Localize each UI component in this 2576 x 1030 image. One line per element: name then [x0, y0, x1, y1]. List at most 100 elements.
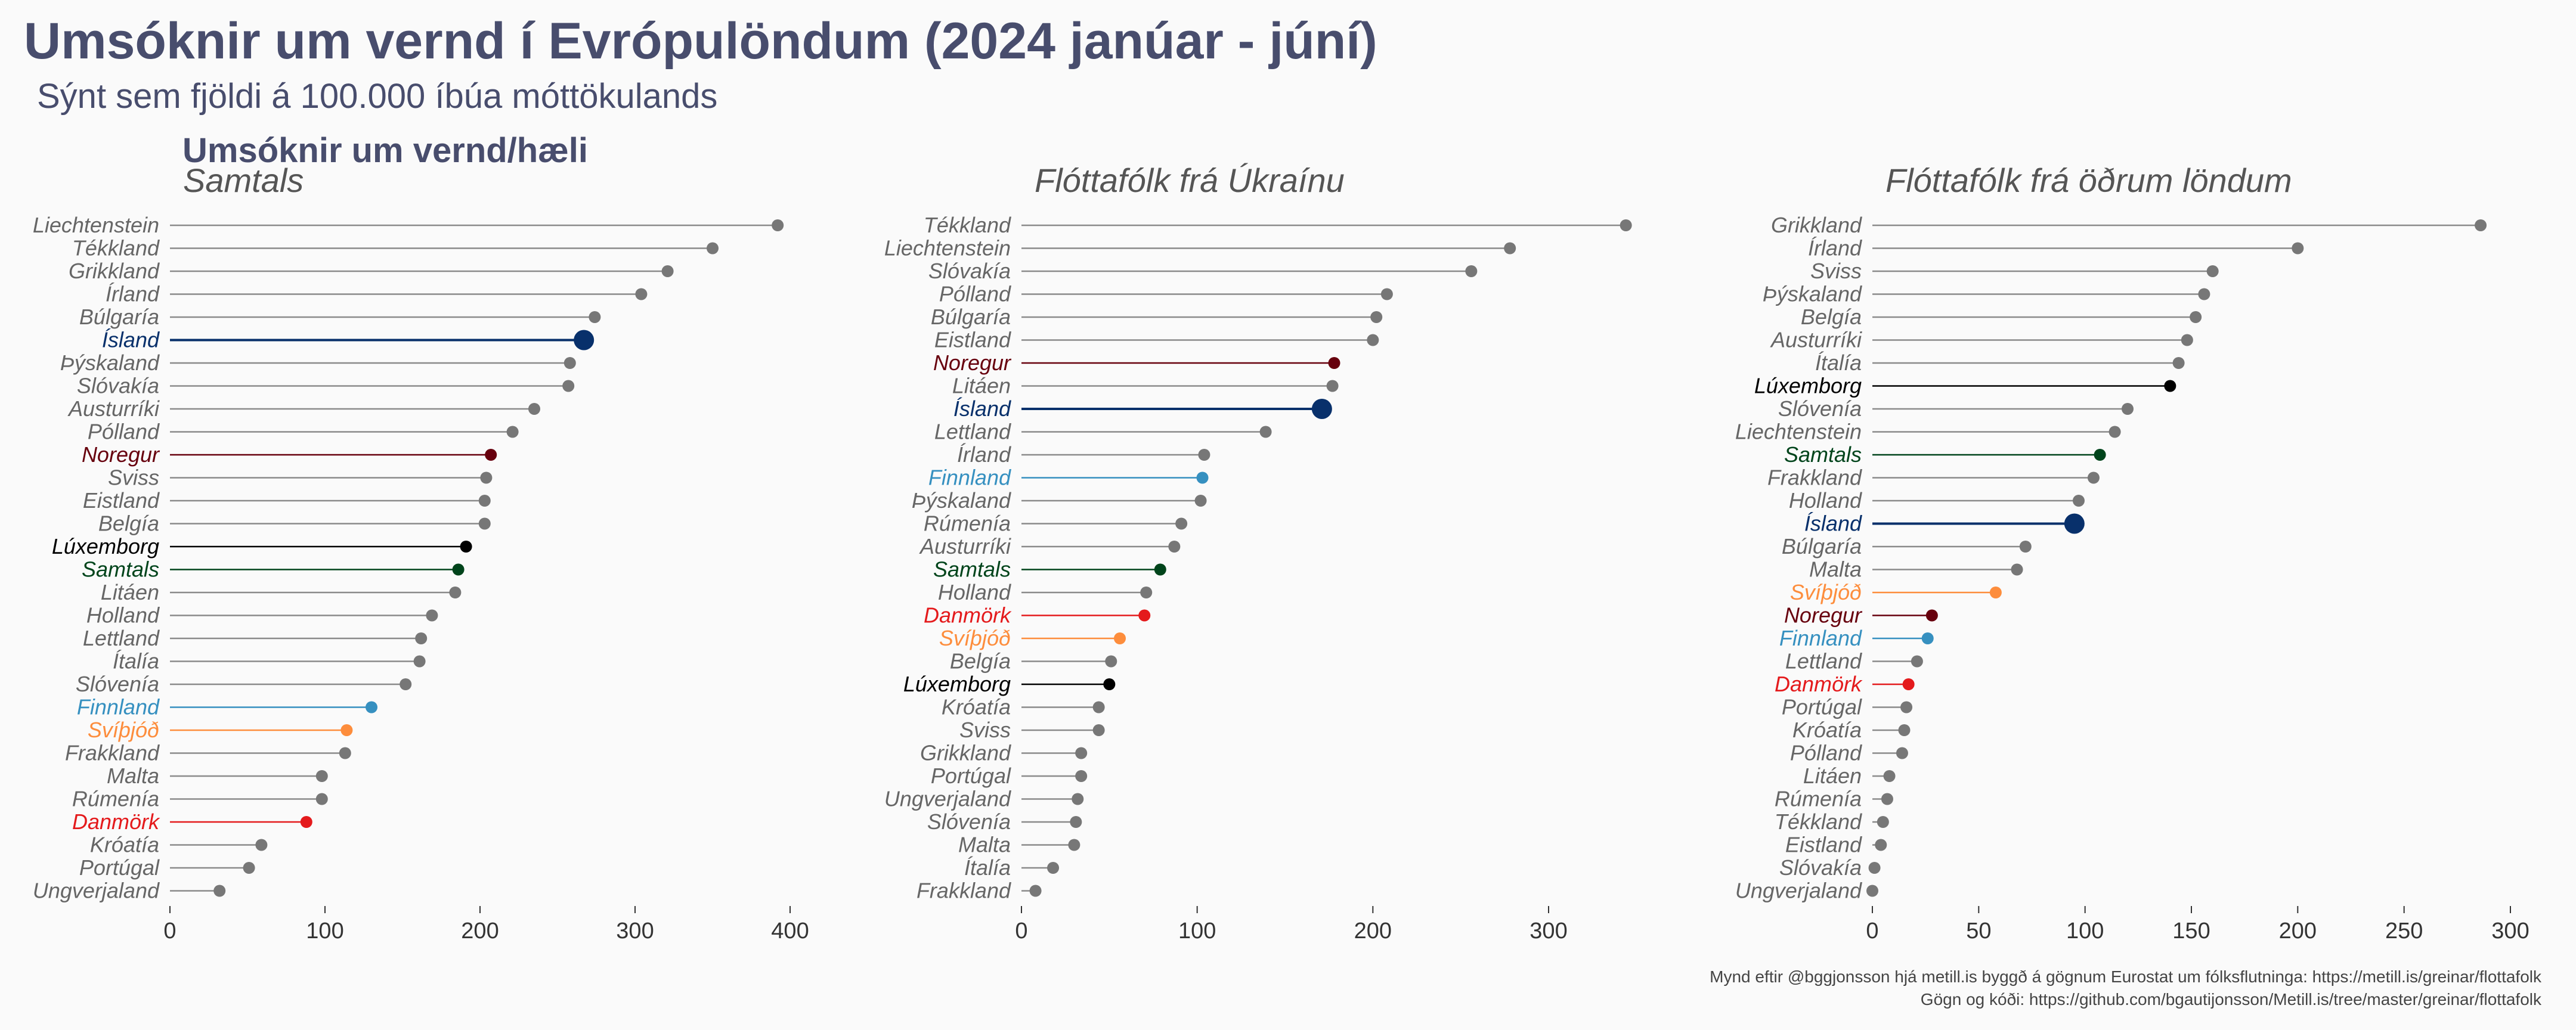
category-label: Búlgaría [1782, 534, 1862, 559]
category-label: Slóvakía [77, 374, 159, 398]
lollipop-point [506, 426, 519, 438]
lollipop-point [1620, 219, 1632, 231]
category-label: Rúmenía [72, 787, 159, 811]
category-label: Sviss [1810, 259, 1862, 283]
category-label: Slóvenía [1778, 396, 1862, 421]
lollipop-point [562, 380, 575, 392]
lollipop-point [1196, 471, 1209, 484]
category-label: Slóvakía [1779, 855, 1862, 880]
x-tick-label: 300 [616, 919, 654, 944]
category-label: Þýskaland [1763, 282, 1862, 306]
lollipop-point [255, 839, 268, 851]
lollipop-point [2190, 311, 2202, 323]
category-label: Grikkland [920, 741, 1011, 765]
lollipop-point [339, 747, 351, 759]
x-tick-label: 100 [1178, 919, 1216, 944]
category-label: Portúgal [79, 855, 160, 880]
lollipop-point [1154, 563, 1166, 576]
lollipop-point [2094, 449, 2106, 461]
lollipop-point [1194, 495, 1207, 507]
category-label: Ísland [1804, 511, 1862, 536]
lollipop-point [2064, 513, 2085, 534]
lollipop-point [1168, 541, 1181, 553]
category-label: Portúgal [1782, 695, 1862, 719]
lollipop-point [1900, 701, 1913, 713]
lollipop-point [1883, 770, 1896, 782]
lollipop-point [1921, 632, 1934, 644]
category-label: Ítalía [964, 855, 1011, 880]
category-label: Svíþjóð [939, 626, 1011, 650]
category-label: Rúmenía [1775, 787, 1862, 811]
lollipop-point [1092, 701, 1105, 713]
lollipop-point [574, 330, 595, 350]
category-label: Slóvenía [76, 672, 159, 696]
category-label: Portúgal [931, 764, 1011, 788]
lollipop-point [1881, 793, 1893, 805]
category-label: Ísland [102, 328, 160, 352]
lollipop-point [589, 311, 601, 323]
category-label: Sviss [108, 466, 159, 490]
lollipop-point [1877, 816, 1889, 828]
category-label: Litáen [101, 580, 159, 604]
lollipop-point [1029, 885, 1042, 897]
lollipop-point [1896, 747, 1908, 759]
lollipop-point [1259, 426, 1272, 438]
category-label: Sviss [959, 718, 1011, 742]
category-label: Liechtenstein [1735, 420, 1862, 444]
category-label: Lúxemborg [1754, 374, 1862, 398]
category-label: Ísland [953, 396, 1011, 421]
category-label: Lúxemborg [52, 534, 159, 559]
x-tick-label: 300 [2491, 919, 2529, 944]
category-label: Danmörk [1775, 672, 1863, 696]
lollipop-point [2198, 288, 2210, 300]
category-label: Holland [1789, 488, 1862, 513]
lollipop-point [772, 219, 784, 231]
x-tick-label: 100 [2066, 919, 2104, 944]
lollipop-point [2475, 219, 2487, 231]
main-subtitle: Sýnt sem fjöldi á 100.000 íbúa móttökula… [37, 77, 718, 116]
category-label: Rúmenía [924, 511, 1011, 536]
category-label: Samtals [1784, 442, 1862, 467]
lollipop-point [1138, 609, 1151, 622]
category-label: Litáen [1803, 764, 1862, 788]
lollipop-point [1911, 655, 1923, 668]
lollipop-point [340, 724, 353, 736]
lollipop-point [213, 885, 226, 897]
lollipop-point [1075, 770, 1088, 782]
category-label: Malta [958, 833, 1011, 857]
category-label: Malta [1809, 557, 1862, 582]
category-label: Belgía [98, 511, 159, 536]
lollipop-point [413, 655, 426, 668]
lollipop-point [1070, 816, 1082, 828]
lollipop-point [2019, 541, 2032, 553]
lollipop-point [2292, 242, 2304, 255]
lollipop-point [1898, 724, 1911, 736]
x-tick-label: 150 [2172, 919, 2210, 944]
category-label: Frakkland [1767, 466, 1862, 490]
category-label: Lúxemborg [903, 672, 1011, 696]
category-label: Ungverjaland [33, 879, 160, 903]
category-label: Króatía [90, 833, 159, 857]
category-label: Samtals [82, 557, 159, 582]
category-label: Finnland [77, 695, 160, 719]
x-tick-label: 0 [1866, 919, 1878, 944]
lollipop-point [478, 517, 491, 530]
lollipop-point [485, 449, 497, 461]
category-label: Liechtenstein [884, 236, 1011, 260]
panel-heading: Umsóknir um vernd/hæli [182, 131, 588, 170]
category-label: Samtals [933, 557, 1011, 582]
category-label: Pólland [939, 282, 1011, 306]
category-label: Finnland [1779, 626, 1862, 650]
category-label: Slóvakía [928, 259, 1011, 283]
category-label: Ungverjaland [1735, 879, 1862, 903]
category-label: Króatía [1792, 718, 1862, 742]
lollipop-point [1068, 839, 1080, 851]
category-label: Króatía [942, 695, 1011, 719]
lollipop-point [2011, 563, 2023, 576]
category-label: Þýskaland [912, 488, 1011, 513]
category-label: Pólland [1790, 741, 1862, 765]
lollipop-point [243, 862, 255, 874]
lollipop-point [528, 403, 540, 415]
panel-other-countries: Flóttafólk frá öðrum löndum GrikklandÍrla… [1735, 162, 2529, 944]
